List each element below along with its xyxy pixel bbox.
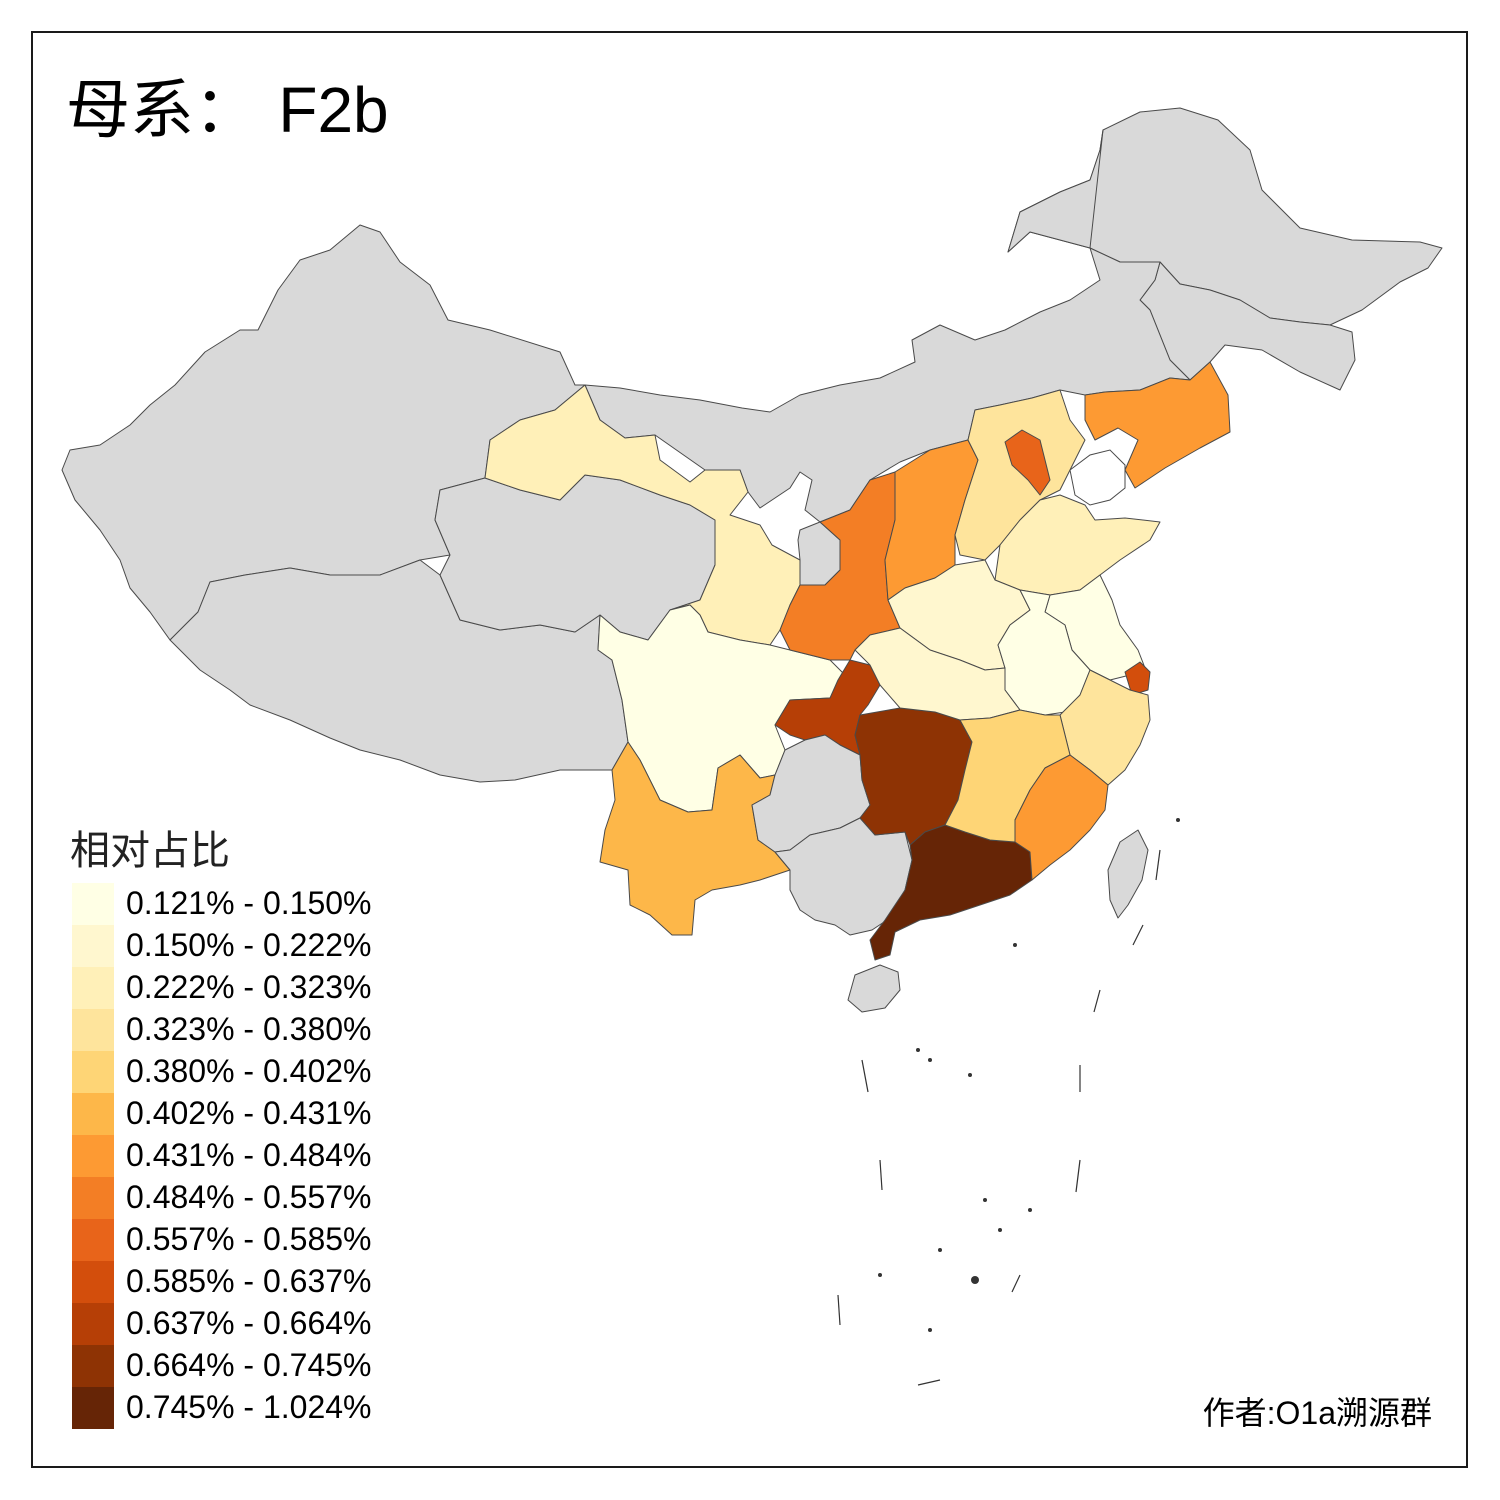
legend-swatch <box>72 1261 114 1303</box>
title-prefix: 母系： <box>66 74 258 148</box>
title-haplogroup: F2b <box>278 74 389 146</box>
legend-label: 0.222% - 0.323% <box>126 969 372 1005</box>
legend-swatch <box>72 1051 114 1093</box>
south-sea-islands <box>837 818 1180 1386</box>
legend-swatch <box>72 925 114 967</box>
map-frame <box>31 31 1468 1468</box>
legend-label: 0.121% - 0.150% <box>126 885 372 921</box>
legend-title: 相对占比 <box>70 828 230 874</box>
legend-label: 0.150% - 0.222% <box>126 927 372 963</box>
region-hebei <box>954 389 1086 561</box>
legend-swatch <box>72 1177 114 1219</box>
region-anhui <box>997 589 1091 716</box>
legend-label: 0.380% - 0.402% <box>126 1053 372 1089</box>
legend-label: 0.484% - 0.557% <box>126 1179 372 1215</box>
region-liaoning <box>1084 361 1231 489</box>
legend-swatch <box>72 883 114 925</box>
legend-label: 0.431% - 0.484% <box>126 1137 372 1173</box>
legend-swatch <box>72 1345 114 1387</box>
legend-label: 0.557% - 0.585% <box>126 1221 372 1257</box>
legend-label: 0.402% - 0.431% <box>126 1095 372 1131</box>
legend-label: 0.745% - 1.024% <box>126 1389 372 1425</box>
bohai-sea <box>1069 449 1126 506</box>
author-text: 作者:O1a溯源群 <box>1202 1395 1432 1431</box>
legend-label: 0.323% - 0.380% <box>126 1011 372 1047</box>
legend-swatch <box>72 967 114 1009</box>
region-taiwan <box>1107 829 1149 919</box>
region-hainan <box>847 964 901 1013</box>
legend-swatch <box>72 1387 114 1429</box>
region-beijing <box>1004 429 1051 496</box>
region-yunnan <box>599 741 791 936</box>
legend-label: 0.637% - 0.664% <box>126 1305 372 1341</box>
legend-swatch <box>72 1303 114 1345</box>
legend-swatch <box>72 1219 114 1261</box>
legend-swatch <box>72 1135 114 1177</box>
map-title: 母系： F2b <box>66 78 389 143</box>
legend-swatch <box>72 1009 114 1051</box>
author-credit: 作者:O1a溯源群 <box>1203 1388 1432 1434</box>
region-fujian <box>1014 754 1109 881</box>
legend-label: 0.664% - 0.745% <box>126 1347 372 1383</box>
legend-swatch <box>72 1093 114 1135</box>
legend-label: 0.585% - 0.637% <box>126 1263 372 1299</box>
